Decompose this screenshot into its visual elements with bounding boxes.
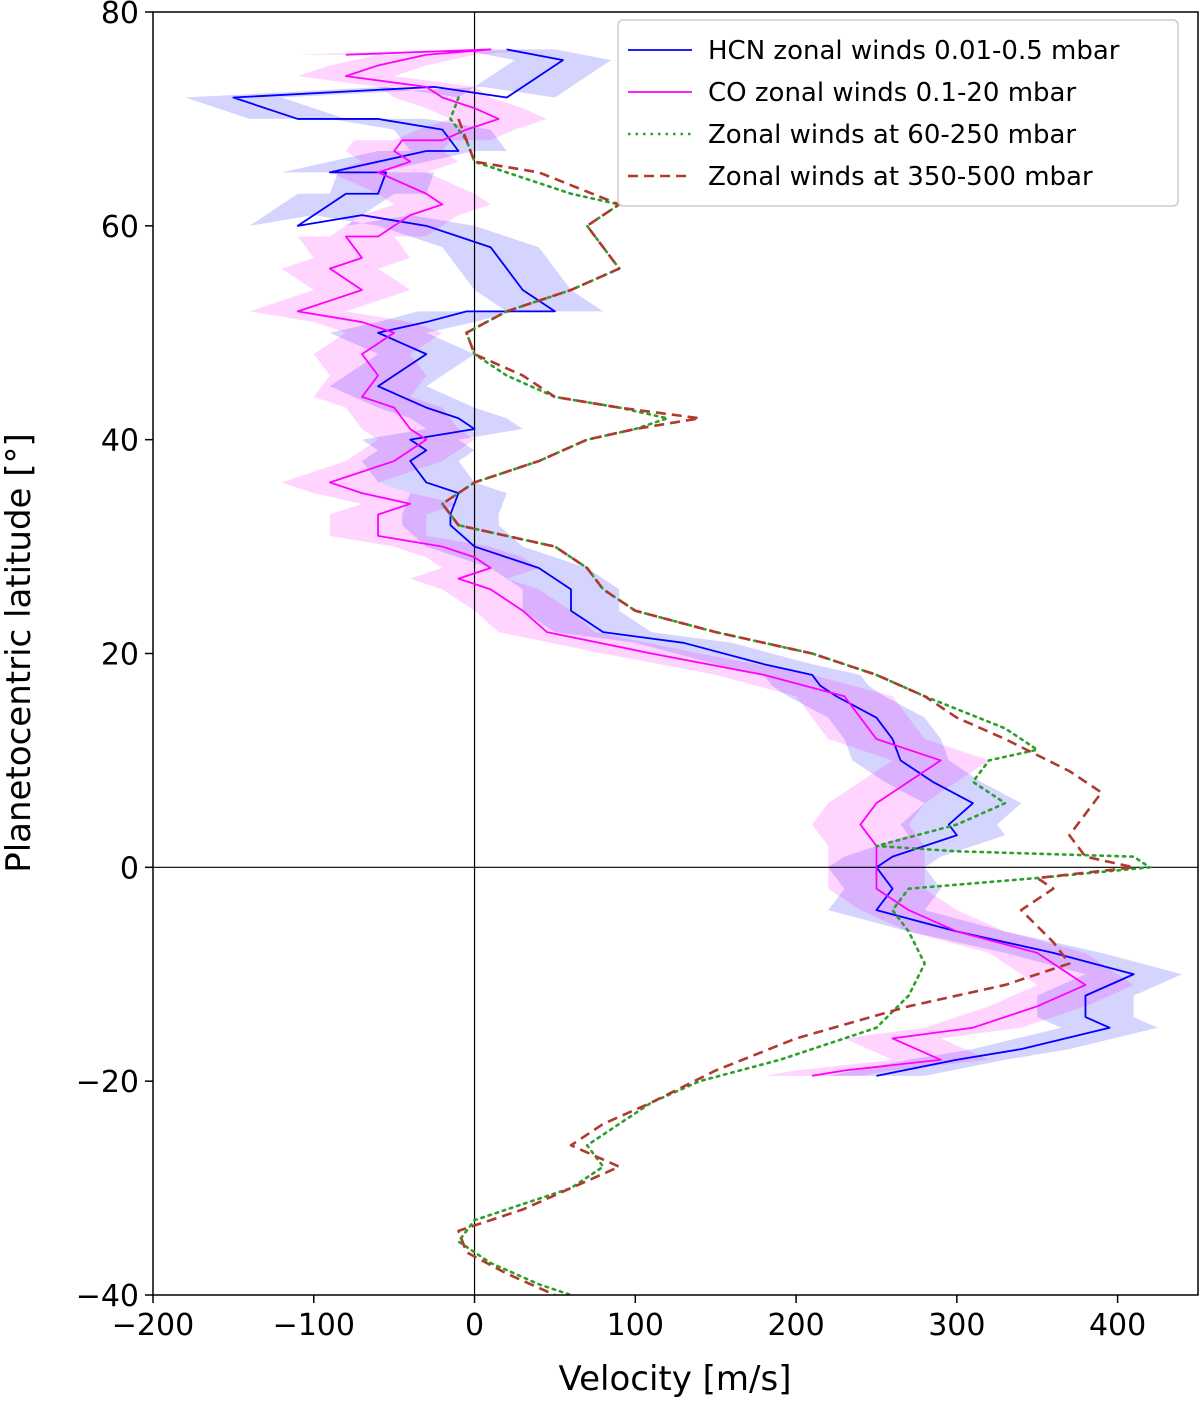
y-tick-label: −20	[76, 1065, 139, 1100]
y-tick-label: 60	[101, 210, 139, 245]
x-axis-label: Velocity [m/s]	[558, 1359, 791, 1399]
legend-label-2: CO zonal winds 0.1-20 mbar	[708, 78, 1076, 108]
series-lines	[232, 48, 1152, 1295]
x-tick-label: 0	[465, 1308, 484, 1343]
y-tick-label: −40	[76, 1279, 139, 1314]
x-tick-label: −200	[112, 1308, 194, 1343]
y-axis-ticks: −40 −20 0 20 40 60 80	[76, 0, 153, 1314]
uncertainty-band-2	[249, 49, 1134, 1076]
series-line-2	[296, 48, 1087, 1077]
y-tick-label: 80	[101, 0, 139, 31]
x-tick-label: 100	[607, 1308, 664, 1343]
y-axis-label: Planetocentric latitude [°]	[0, 433, 39, 873]
series-line-4	[441, 118, 1135, 1295]
series-line-1	[232, 48, 1135, 1077]
y-tick-label: 40	[101, 424, 139, 459]
legend-label-3: Zonal winds at 60-250 mbar	[708, 120, 1076, 150]
x-axis-ticks: −200 −100 0 100 200 300 400	[112, 1295, 1146, 1343]
legend: HCN zonal winds 0.01-0.5 mbar CO zonal wi…	[617, 19, 1179, 207]
y-tick-label: 0	[120, 851, 139, 886]
legend-label-1: HCN zonal winds 0.01-0.5 mbar	[708, 36, 1120, 66]
x-tick-label: 300	[928, 1308, 985, 1343]
y-tick-label: 20	[101, 638, 139, 673]
legend-label-4: Zonal winds at 350-500 mbar	[708, 162, 1093, 192]
reference-lines	[153, 12, 1198, 1295]
x-tick-label: 400	[1089, 1308, 1146, 1343]
x-tick-label: −100	[273, 1308, 355, 1343]
x-tick-label: 200	[767, 1308, 824, 1343]
legend-frame	[617, 19, 1179, 207]
uncertainty-band-1	[185, 49, 1182, 1076]
uncertainty-bands	[185, 49, 1182, 1076]
